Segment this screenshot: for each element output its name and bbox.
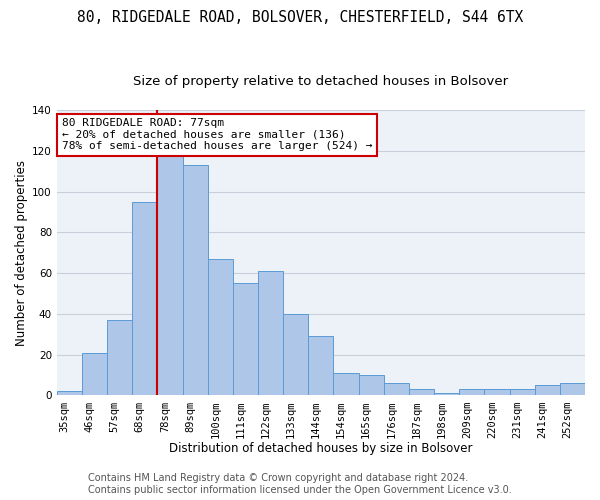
Bar: [82, 352, 107, 396]
Bar: [208, 259, 233, 396]
Bar: [308, 336, 334, 396]
Bar: [283, 314, 308, 396]
Text: Contains HM Land Registry data © Crown copyright and database right 2024.
Contai: Contains HM Land Registry data © Crown c…: [88, 474, 512, 495]
Bar: [560, 383, 585, 396]
Bar: [132, 202, 157, 396]
Bar: [57, 392, 82, 396]
Bar: [434, 394, 459, 396]
Bar: [409, 390, 434, 396]
Bar: [182, 165, 208, 396]
Bar: [334, 373, 359, 396]
Bar: [384, 383, 409, 396]
Bar: [509, 390, 535, 396]
Bar: [258, 271, 283, 396]
Text: 80 RIDGEDALE ROAD: 77sqm
← 20% of detached houses are smaller (136)
78% of semi-: 80 RIDGEDALE ROAD: 77sqm ← 20% of detach…: [62, 118, 373, 152]
X-axis label: Distribution of detached houses by size in Bolsover: Distribution of detached houses by size …: [169, 442, 473, 455]
Title: Size of property relative to detached houses in Bolsover: Size of property relative to detached ho…: [133, 75, 508, 88]
Text: 80, RIDGEDALE ROAD, BOLSOVER, CHESTERFIELD, S44 6TX: 80, RIDGEDALE ROAD, BOLSOVER, CHESTERFIE…: [77, 10, 523, 25]
Bar: [157, 153, 182, 396]
Bar: [484, 390, 509, 396]
Bar: [535, 386, 560, 396]
Bar: [359, 375, 384, 396]
Bar: [233, 284, 258, 396]
Bar: [459, 390, 484, 396]
Y-axis label: Number of detached properties: Number of detached properties: [15, 160, 28, 346]
Bar: [107, 320, 132, 396]
